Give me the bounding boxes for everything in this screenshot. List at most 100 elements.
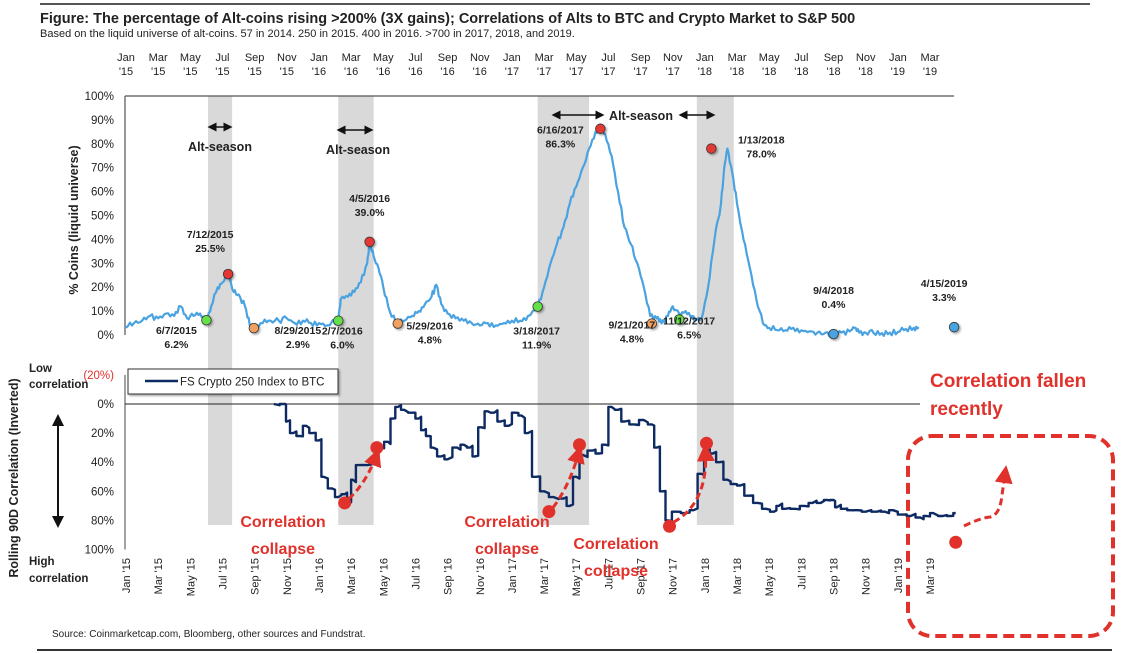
- top-x-tick-year: '17: [633, 66, 647, 78]
- bottom-x-tick-label: Sep '15: [250, 558, 262, 595]
- bottom-x-tick-label: May '17: [571, 558, 583, 596]
- bottom-x-tick-label: Mar '19: [925, 558, 937, 594]
- high-correlation-label: correlation: [29, 573, 88, 585]
- annotation-date: 11/12/2017: [663, 315, 715, 327]
- top-x-tick-month: May: [180, 52, 201, 64]
- top-x-tick-month: Jul: [601, 52, 615, 64]
- annotation-date: 2/7/2016: [322, 326, 363, 338]
- top-x-tick-month: Jan: [310, 52, 328, 64]
- annotation-date: 9/21/2017: [608, 320, 655, 332]
- bottom-x-tick-label: Mar '17: [539, 558, 551, 594]
- top-x-tick-month: Jan: [503, 52, 521, 64]
- recent-callout-label: Correlation fallen: [930, 371, 1086, 392]
- collapse-arrow: [347, 448, 382, 501]
- collapse-label: collapse: [251, 541, 315, 558]
- annotation-value: 2.9%: [286, 339, 311, 351]
- correlation-series: [273, 402, 956, 522]
- alt-season-label: Alt-season: [326, 143, 390, 157]
- top-x-tick-month: Jul: [215, 52, 229, 64]
- bottom-y-tick-label: 20%: [91, 428, 114, 440]
- peak-marker: [222, 268, 234, 280]
- top-y-tick-label: 40%: [91, 234, 114, 246]
- top-y-tick-label: 70%: [91, 163, 114, 175]
- top-chart-axes: 0% 10% 20% 30% 40% 50% 60% 70% 80% 90% 100% % Coins…: [67, 91, 954, 342]
- bottom-x-tick-label: Nov '17: [668, 558, 680, 595]
- collapse-start-marker: [542, 505, 556, 519]
- annotation-date: 3/18/2017: [513, 326, 560, 338]
- top-x-tick-month: Mar: [149, 52, 168, 64]
- bottom-x-tick-label: Jan '16: [314, 558, 326, 593]
- figure-subtitle: Based on the liquid universe of alt-coin…: [40, 28, 575, 40]
- top-x-tick-year: '18: [730, 66, 744, 78]
- top-x-tick-year: '16: [344, 66, 358, 78]
- bottom-x-tick-label: Jan '17: [507, 558, 519, 593]
- top-x-tick-month: Nov: [663, 52, 683, 64]
- bottom-annotations: Correlation collapse Correlation collapse Co…: [240, 371, 1115, 638]
- top-y-tick-label: 50%: [91, 211, 114, 223]
- top-x-tick-year: '19: [923, 66, 937, 78]
- top-x-tick-year: '17: [666, 66, 680, 78]
- bottom-x-tick-label: Jan '15: [121, 558, 133, 593]
- top-x-tick-month: Jan: [696, 52, 714, 64]
- annotation-date: 5/29/2016: [406, 321, 453, 333]
- start-marker: [201, 314, 212, 326]
- bottom-y-tick-label: 60%: [91, 486, 114, 498]
- annotation-value: 6.0%: [330, 340, 355, 352]
- top-x-tick-year: '15: [119, 66, 133, 78]
- top-x-tick-year: '18: [698, 66, 712, 78]
- top-x-tick-year: '16: [440, 66, 454, 78]
- annotation-date: 6/7/2015: [156, 325, 197, 337]
- annotation-date: 6/16/2017: [537, 125, 584, 137]
- collapse-end-marker: [699, 436, 713, 450]
- annotation-value: 39.0%: [355, 207, 385, 219]
- bottom-x-tick-label: Nov '16: [475, 558, 487, 595]
- top-y-tick-label: 60%: [91, 187, 114, 199]
- top-x-tick-month: Sep: [438, 52, 458, 64]
- low-correlation-label: correlation: [29, 379, 88, 391]
- annotation-value: 25.5%: [195, 243, 225, 255]
- top-rule: [40, 3, 1090, 5]
- top-x-tick-month: May: [566, 52, 587, 64]
- bottom-x-tick-label: Jan '19: [893, 558, 905, 593]
- top-x-tick-year: '19: [891, 66, 905, 78]
- top-y-tick-label: 10%: [91, 306, 114, 318]
- bottom-x-tick-label: Sep '17: [636, 558, 648, 595]
- trough-marker: [392, 318, 403, 329]
- annotation-date: 4/5/2016: [349, 193, 390, 205]
- bottom-x-tick-label: Jul '18: [796, 558, 808, 589]
- legend-label: FS Crypto 250 Index to BTC: [180, 377, 324, 389]
- collapse-start-marker: [663, 519, 677, 533]
- top-x-tick-month: Mar: [921, 52, 940, 64]
- top-x-tick-year: '17: [537, 66, 551, 78]
- high-correlation-label: High: [29, 556, 55, 568]
- top-x-tick-year: '16: [408, 66, 422, 78]
- bottom-x-tick-label: Mar '15: [153, 558, 165, 594]
- start-marker: [532, 301, 543, 312]
- bottom-y-tick-label: 40%: [91, 457, 114, 469]
- top-x-tick-year: '17: [601, 66, 615, 78]
- alt-season-band-3: [537, 96, 590, 525]
- peak-marker: [706, 143, 717, 154]
- bottom-rule: [37, 649, 1112, 651]
- top-x-tick-year: '18: [794, 66, 808, 78]
- collapse-label: collapse: [475, 541, 539, 558]
- top-x-tick-month: May: [759, 52, 780, 64]
- top-x-tick-year: '18: [762, 66, 776, 78]
- top-y-tick-label: 20%: [91, 282, 114, 294]
- bottom-x-tick-label: May '18: [764, 558, 776, 596]
- top-y-tick-label: 30%: [91, 258, 114, 270]
- top-annotations: 6/7/2015 6.2% 7/12/2015 25.5% 8/29/2015 2.9% 2…: [156, 109, 968, 352]
- top-x-tick-year: '15: [247, 66, 261, 78]
- annotation-date: 1/13/2018: [738, 135, 785, 147]
- top-x-tick-month: Jul: [794, 52, 808, 64]
- top-x-tick-year: '15: [215, 66, 229, 78]
- bottom-y-axis-title: Rolling 90D Correlation (Inverted): [7, 378, 21, 577]
- bottom-x-tick-label: Jan '18: [700, 558, 712, 593]
- top-x-tick-year: '16: [312, 66, 326, 78]
- top-x-tick-month: Mar: [728, 52, 747, 64]
- collapse-label: Correlation: [573, 536, 658, 553]
- collapse-label: Correlation: [464, 514, 549, 531]
- top-x-tick-year: '17: [569, 66, 583, 78]
- top-y-axis-title: % Coins (liquid universe): [67, 145, 81, 294]
